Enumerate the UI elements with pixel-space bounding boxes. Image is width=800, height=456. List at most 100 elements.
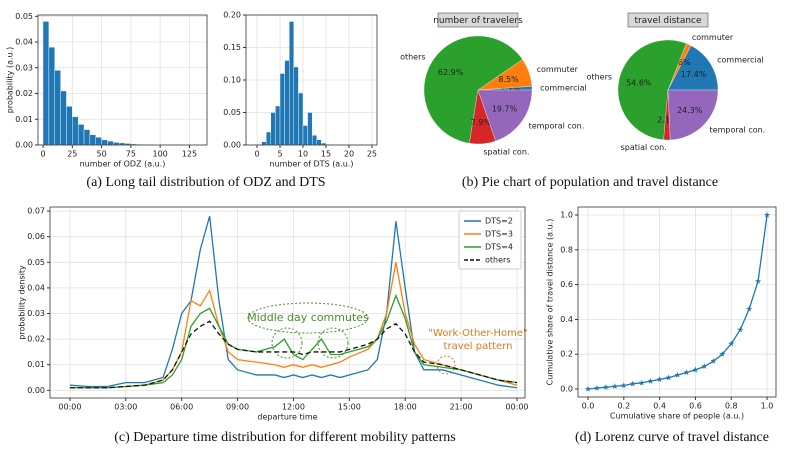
- bar: [72, 116, 79, 146]
- slice-value-label: 7.9%: [471, 118, 492, 127]
- point-marker: [719, 350, 726, 357]
- point-marker: [665, 374, 672, 381]
- bar: [307, 112, 313, 146]
- y-tick-label: 0.02: [15, 89, 33, 98]
- x-tick-label: 15:00: [338, 403, 361, 412]
- y-axis-label: Cumulative share of travel distance (a.u…: [546, 219, 555, 386]
- series-line: [69, 293, 518, 389]
- y-tick-label: 0.10: [223, 76, 241, 85]
- bar: [42, 21, 50, 146]
- point-marker: [683, 369, 690, 376]
- annotation-circle: [271, 327, 303, 359]
- x-axis-label: number of ODZ (a.u.): [80, 160, 166, 169]
- point-marker: [638, 379, 645, 386]
- y-tick-label: 0.05: [223, 108, 241, 117]
- plot-frame: [245, 14, 378, 146]
- bar: [66, 106, 73, 146]
- pie-slice: [667, 89, 719, 141]
- x-tick-label: 125: [182, 150, 197, 159]
- pie-title-box: [627, 12, 709, 28]
- x-tick-label: 0.8: [725, 402, 738, 411]
- point-marker: [656, 376, 663, 383]
- y-tick-label: 0.6: [560, 280, 573, 289]
- bar: [298, 92, 304, 146]
- point-marker: [584, 385, 592, 392]
- y-tick-label: 0.04: [27, 283, 45, 292]
- y-tick-label: 0.00: [15, 141, 33, 150]
- legend-label: DTS=3: [485, 230, 513, 239]
- x-tick-label: 5: [277, 150, 282, 159]
- x-tick-label: 0.4: [653, 402, 666, 411]
- annotation-circle: [247, 302, 369, 334]
- y-tick-label: 0.05: [27, 258, 45, 267]
- x-tick-label: 100: [153, 150, 168, 159]
- annotation: "Work-Other-Home": [428, 328, 527, 339]
- point-marker: [674, 371, 681, 378]
- x-tick-label: 09:00: [226, 403, 249, 412]
- slice-label: commercial: [717, 56, 764, 65]
- x-tick-label: 12:00: [282, 403, 305, 412]
- y-tick-label: 0.00: [223, 141, 241, 150]
- bar: [279, 73, 285, 146]
- y-tick-label: 0.02: [27, 335, 45, 344]
- bar: [289, 21, 295, 146]
- pie-title: number of travelers: [433, 16, 523, 26]
- y-tick-label: 0.03: [15, 63, 33, 72]
- point-marker: [728, 340, 735, 347]
- pie-slice: [617, 39, 687, 140]
- point-marker: [737, 326, 744, 333]
- y-tick-label: 0.01: [27, 360, 45, 369]
- x-axis-label: number of DTS (a.u.): [270, 160, 354, 169]
- y-tick-label: 0.4: [560, 315, 573, 324]
- slice-label: others: [587, 72, 612, 81]
- x-tick-label: 06:00: [170, 403, 193, 412]
- series-line: [69, 320, 518, 389]
- slice-label: commuter: [537, 65, 579, 74]
- bar: [270, 112, 276, 146]
- pie-slice: [667, 45, 719, 91]
- y-tick-label: 0.20: [223, 11, 241, 20]
- plot-frame: [37, 14, 208, 146]
- slice-value-label: 19.7%: [492, 104, 518, 113]
- slice-label: spatial con.: [483, 147, 529, 156]
- bar: [107, 140, 114, 146]
- x-axis-label: Cumulative share of people (a.u.): [610, 412, 744, 421]
- point-marker: [629, 380, 636, 387]
- x-tick-label: 10: [298, 150, 308, 159]
- x-tick-label: 20: [344, 150, 354, 159]
- slice-label: temporal con.: [710, 125, 766, 134]
- slice-label: commercial: [540, 83, 587, 92]
- x-tick-label: 1.0: [761, 402, 774, 411]
- point-marker: [611, 383, 618, 389]
- bar: [60, 90, 67, 146]
- bar: [284, 60, 290, 146]
- y-tick-label: 0.07: [27, 207, 45, 216]
- bar: [302, 125, 308, 146]
- y-tick-label: 0.01: [15, 115, 33, 124]
- bar: [48, 46, 55, 146]
- slice-label: spatial con.: [621, 143, 667, 152]
- slice-label: others: [400, 52, 425, 61]
- x-tick-label: 0: [40, 150, 45, 159]
- x-tick-label: 0: [254, 150, 259, 159]
- y-tick-label: 0.15: [223, 43, 241, 52]
- bar: [95, 137, 102, 146]
- bar: [54, 70, 61, 146]
- y-tick-label: 0.00: [27, 386, 45, 395]
- slice-value-label: 1.1%: [500, 84, 521, 93]
- point-marker: [710, 357, 717, 364]
- slice-value-label: 62.9%: [438, 68, 464, 77]
- y-axis-label: probability density: [18, 265, 27, 340]
- x-tick-label: 00:00: [505, 403, 528, 412]
- x-tick-label: 00:00: [58, 403, 81, 412]
- bar: [89, 134, 96, 146]
- slice-value-label: 24.3%: [677, 106, 703, 115]
- plot-frame: [49, 206, 526, 399]
- legend-box: [458, 210, 522, 270]
- slice-label: temporal con.: [529, 121, 585, 130]
- x-tick-label: 25: [367, 150, 377, 159]
- x-tick-label: 50: [97, 150, 107, 159]
- point-marker: [764, 211, 771, 218]
- annotation: Middle day commutes: [247, 311, 369, 324]
- slice-value-label: 1.6%: [670, 58, 691, 67]
